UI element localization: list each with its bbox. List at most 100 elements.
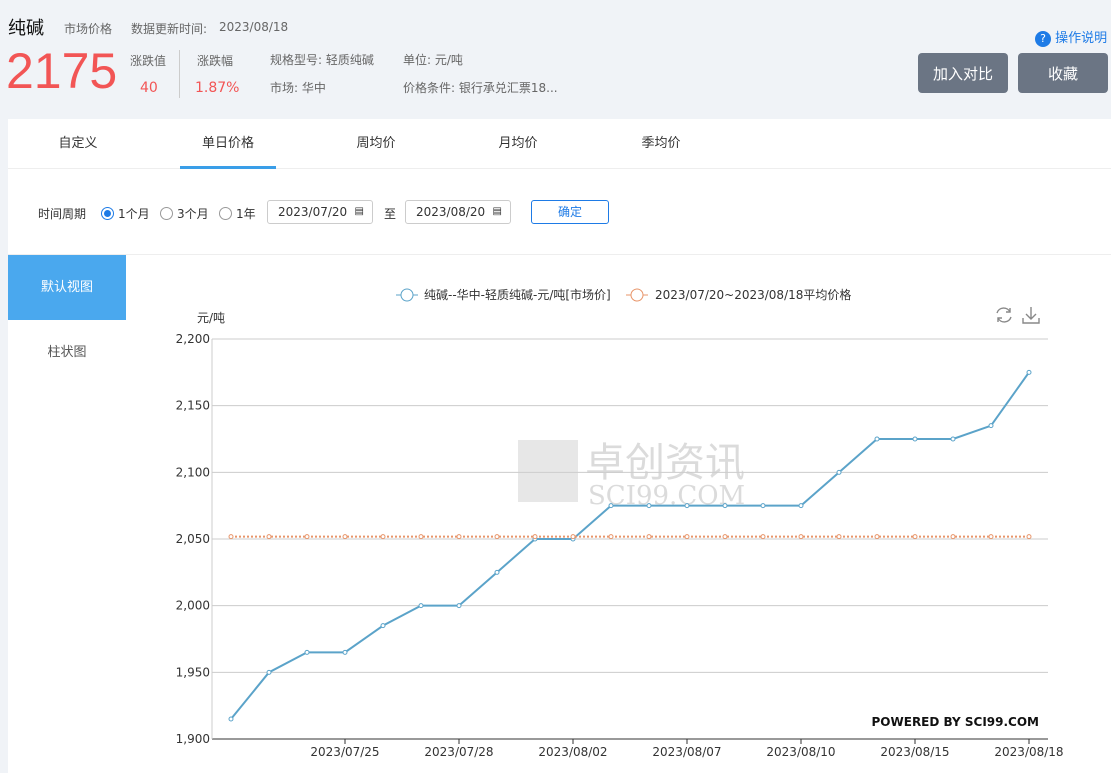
data-point: [988, 423, 994, 429]
data-point: [722, 503, 728, 509]
main-panel: 自定义 单日价格 周均价 月均价 季均价 时间周期 1个月 3个月 1年 202…: [8, 119, 1111, 773]
x-tick-label: 2023/07/28: [424, 745, 493, 759]
price-condition: 价格条件: 银行承兑汇票18...: [403, 81, 558, 95]
legend-avg: 2023/07/20~2023/08/18平均价格: [655, 287, 851, 302]
favorite-button[interactable]: 收藏: [1018, 53, 1108, 93]
data-point: [228, 716, 234, 722]
data-point: [798, 503, 804, 509]
x-tick-label: 2023/08/15: [880, 745, 949, 759]
y-tick-label: 2,200: [176, 332, 210, 346]
data-point: [1026, 369, 1032, 375]
radio-icon: [219, 207, 232, 220]
refresh-icon[interactable]: [996, 307, 1012, 323]
legend-marker-avg: [630, 288, 644, 302]
average-point: [798, 534, 804, 540]
average-point: [988, 534, 994, 540]
add-compare-button[interactable]: 加入对比: [918, 53, 1008, 93]
average-point: [494, 534, 500, 540]
data-point: [418, 603, 424, 609]
calendar-icon: ▤: [354, 206, 364, 217]
price-type: 市场价格: [64, 22, 113, 36]
help-icon: ?: [1035, 31, 1051, 47]
y-tick-label: 2,000: [176, 599, 210, 613]
average-point: [646, 534, 652, 540]
calendar-icon: ▤: [492, 206, 502, 217]
data-point: [456, 603, 462, 609]
y-tick-label: 1,900: [176, 732, 210, 746]
change-label: 涨跌值: [130, 54, 167, 68]
average-point: [380, 534, 386, 540]
x-tick-label: 2023/08/18: [994, 745, 1063, 759]
legend: 纯碱--华中-轻质纯碱-元/吨[市场价] 2023/07/20~2023/08/…: [396, 287, 851, 302]
update-label: 数据更新时间:: [131, 22, 208, 36]
radio-label: 1个月: [118, 207, 150, 221]
average-point: [684, 534, 690, 540]
side-default-view[interactable]: 默认视图: [8, 255, 126, 320]
average-point: [456, 534, 462, 540]
start-date-input[interactable]: 2023/07/20 ▤: [267, 200, 373, 224]
help-label: 操作说明: [1055, 31, 1108, 46]
divider: [179, 50, 180, 98]
data-point: [304, 649, 310, 655]
spec: 规格型号: 轻质纯碱: [270, 53, 374, 67]
market: 市场: 华中: [270, 81, 326, 95]
average-point: [836, 534, 842, 540]
update-date: 2023/08/18: [219, 20, 289, 34]
average-point: [418, 534, 424, 540]
y-tick-label: 2,100: [176, 465, 210, 479]
tab-monthly[interactable]: 月均价: [498, 136, 538, 151]
data-point: [266, 669, 272, 675]
end-date-input[interactable]: 2023/08/20 ▤: [405, 200, 511, 224]
download-icon[interactable]: [1022, 307, 1040, 324]
current-price: 2175: [6, 43, 118, 99]
data-point: [494, 569, 500, 575]
data-point: [874, 436, 880, 442]
average-point: [608, 534, 614, 540]
svg-text:卓创资讯: 卓创资讯: [585, 440, 745, 486]
data-point: [684, 503, 690, 509]
tab-weekly[interactable]: 周均价: [356, 136, 396, 151]
to-label: 至: [384, 207, 397, 221]
average-point: [342, 534, 348, 540]
average-point: [570, 534, 576, 540]
y-tick-label: 2,050: [176, 532, 210, 546]
x-tick-label: 2023/08/10: [766, 745, 835, 759]
data-point: [608, 503, 614, 509]
change-value: 40: [140, 80, 158, 96]
confirm-button[interactable]: 确定: [531, 200, 609, 224]
legend-series: 纯碱--华中-轻质纯碱-元/吨[市场价]: [424, 287, 611, 302]
radio-1year[interactable]: 1年: [219, 205, 256, 222]
watermark: 卓创资讯 SCI99.COM: [518, 440, 745, 511]
y-tick-label: 1,950: [176, 665, 210, 679]
average-point: [1026, 534, 1032, 540]
radio-icon: [160, 207, 173, 220]
y-tick-label: 2,150: [176, 399, 210, 413]
pct-value: 1.87%: [195, 80, 240, 96]
average-point: [266, 534, 272, 540]
average-point: [532, 534, 538, 540]
help-link[interactable]: ? 操作说明: [1035, 27, 1107, 47]
radio-3month[interactable]: 3个月: [160, 205, 209, 222]
data-point: [342, 649, 348, 655]
data-point: [912, 436, 918, 442]
data-point: [760, 503, 766, 509]
y-axis-label: 元/吨: [197, 311, 225, 325]
pct-label: 涨跌幅: [197, 54, 234, 68]
side-bar-chart[interactable]: 柱状图: [47, 345, 87, 360]
tab-bar: 自定义 单日价格 周均价 月均价 季均价: [8, 119, 1111, 169]
x-tick-label: 2023/07/25: [310, 745, 379, 759]
legend-marker-series: [400, 288, 414, 302]
tab-daily[interactable]: 单日价格: [180, 119, 276, 169]
powered-by: POWERED BY SCI99.COM: [872, 715, 1039, 729]
period-label: 时间周期: [38, 207, 87, 221]
average-point: [760, 534, 766, 540]
radio-1month[interactable]: 1个月: [101, 205, 150, 222]
x-tick-label: 2023/08/02: [538, 745, 607, 759]
series-line: [230, 371, 1030, 720]
tab-quarterly[interactable]: 季均价: [641, 136, 681, 151]
radio-label: 3个月: [177, 207, 209, 221]
product-title: 纯碱: [8, 18, 44, 39]
tab-custom[interactable]: 自定义: [58, 136, 98, 151]
average-point: [722, 534, 728, 540]
